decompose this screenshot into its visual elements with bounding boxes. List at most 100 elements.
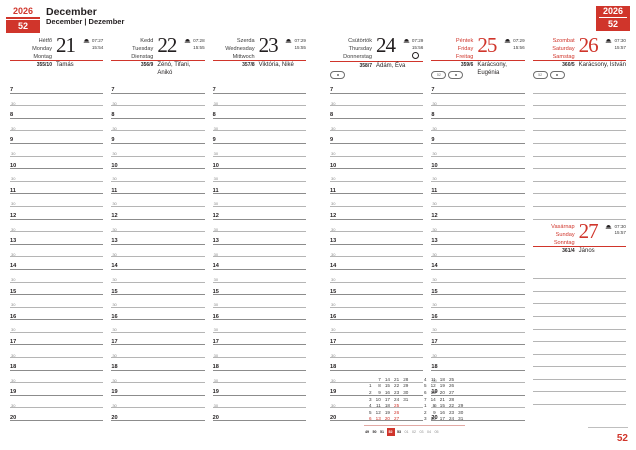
- half-hour-row-8[interactable]: 30: [431, 119, 525, 132]
- hour-row-19[interactable]: 19: [10, 383, 104, 396]
- half-hour-row-15[interactable]: 30: [330, 295, 424, 308]
- mini-calendar-day[interactable]: 3: [423, 416, 427, 422]
- hour-row-12[interactable]: 12: [431, 207, 525, 220]
- half-hour-row-14[interactable]: 30: [212, 270, 306, 283]
- mini-calendar-day[interactable]: 6: [369, 416, 372, 422]
- hour-row-15[interactable]: 15: [10, 283, 104, 296]
- mini-calendar-day[interactable]: 4: [423, 376, 427, 382]
- half-hour-row-11[interactable]: 30: [111, 194, 205, 207]
- mini-calendar-day[interactable]: 17: [384, 396, 390, 402]
- hour-row-14[interactable]: 14: [111, 257, 205, 270]
- mini-calendar-day[interactable]: 1: [369, 383, 372, 389]
- hour-row-13[interactable]: 13: [10, 232, 104, 245]
- mini-calendar-day[interactable]: 28: [448, 396, 455, 402]
- mini-calendar-day[interactable]: 24: [394, 396, 400, 402]
- mini-calendar-day[interactable]: 1: [423, 403, 427, 409]
- hour-row-16[interactable]: 16: [330, 308, 424, 321]
- hour-row-13[interactable]: 13: [111, 232, 205, 245]
- blank-row[interactable]: [532, 292, 626, 305]
- hour-row-11[interactable]: 11: [330, 182, 424, 195]
- hour-row-17[interactable]: 17: [212, 333, 306, 346]
- half-hour-row-10[interactable]: 30: [330, 169, 424, 182]
- hour-row-14[interactable]: 14: [330, 257, 424, 270]
- hour-row-10[interactable]: 10: [10, 157, 104, 170]
- mini-calendar-day[interactable]: 18: [439, 376, 445, 382]
- hour-row-8[interactable]: 8: [212, 106, 306, 119]
- mini-calendar-day[interactable]: 22: [448, 403, 455, 409]
- hour-row-11[interactable]: 11: [431, 182, 525, 195]
- mini-calendar-day[interactable]: 15: [439, 403, 445, 409]
- half-hour-row-16[interactable]: 30: [212, 320, 306, 333]
- mini-calendar-day[interactable]: .: [401, 416, 410, 423]
- blank-row[interactable]: [532, 144, 626, 157]
- mini-calendar-day[interactable]: 21: [394, 376, 400, 382]
- week-number-cell[interactable]: 51: [380, 430, 384, 434]
- hour-row-20[interactable]: 20: [330, 408, 424, 422]
- hour-row-9[interactable]: 9: [212, 131, 306, 144]
- mini-calendar-day[interactable]: 11: [430, 376, 436, 382]
- hour-row-9[interactable]: 9: [111, 131, 205, 144]
- half-hour-row-18[interactable]: 30: [212, 371, 306, 384]
- day-badge-dot[interactable]: [330, 70, 345, 80]
- half-hour-row-15[interactable]: 30: [212, 295, 306, 308]
- mini-calendar-day[interactable]: 12: [430, 383, 436, 389]
- hour-row-19[interactable]: 19: [212, 383, 306, 396]
- half-hour-row-11[interactable]: 30: [10, 194, 104, 207]
- mini-calendar-day[interactable]: 24: [448, 416, 455, 422]
- half-hour-row-11[interactable]: 30: [431, 194, 525, 207]
- hour-row-17[interactable]: 17: [330, 333, 424, 346]
- mini-calendar-day[interactable]: 6: [423, 390, 427, 396]
- blank-row[interactable]: [532, 194, 626, 207]
- day-badge-dot[interactable]: [448, 70, 464, 80]
- blank-row[interactable]: [532, 207, 626, 220]
- hour-row-19[interactable]: 19: [330, 383, 424, 396]
- hour-row-18[interactable]: 18: [10, 358, 104, 371]
- mini-calendar-day[interactable]: 21: [439, 396, 445, 402]
- mini-calendar-day[interactable]: 3: [369, 396, 372, 402]
- half-hour-row-18[interactable]: 30: [10, 371, 104, 384]
- hour-row-7[interactable]: 7: [10, 81, 104, 94]
- half-hour-row-18[interactable]: 30: [431, 371, 525, 384]
- hour-row-8[interactable]: 8: [431, 106, 525, 119]
- hour-row-13[interactable]: 13: [431, 232, 525, 245]
- half-hour-row-16[interactable]: 30: [10, 320, 104, 333]
- hour-row-20[interactable]: 20: [212, 408, 306, 422]
- hour-row-16[interactable]: 16: [10, 308, 104, 321]
- mini-calendar-day[interactable]: 14: [430, 396, 436, 402]
- mini-calendar-day[interactable]: 26: [394, 409, 400, 415]
- hour-row-12[interactable]: 12: [330, 207, 424, 220]
- hour-row-19[interactable]: 19: [431, 383, 525, 396]
- week-number-strip[interactable]: 49 50 51 52 53 01 02 03 04 05: [364, 425, 465, 436]
- mini-calendar-day[interactable]: 13: [430, 390, 436, 396]
- half-hour-row-13[interactable]: 30: [330, 245, 424, 258]
- mini-calendar-day[interactable]: .: [401, 403, 410, 410]
- mini-calendar-day[interactable]: 23: [448, 409, 455, 415]
- hour-row-17[interactable]: 17: [431, 333, 525, 346]
- mini-calendar-day[interactable]: 4: [369, 403, 372, 409]
- blank-row[interactable]: [532, 81, 626, 94]
- hour-row-18[interactable]: 18: [330, 358, 424, 371]
- hour-row-17[interactable]: 17: [111, 333, 205, 346]
- half-hour-row-12[interactable]: 30: [212, 220, 306, 233]
- week-number-cell[interactable]: 02: [412, 430, 416, 434]
- day-badge-dot[interactable]: [549, 70, 565, 80]
- week-number-cell[interactable]: 49: [365, 430, 369, 434]
- mini-calendar-day[interactable]: 18: [384, 403, 390, 409]
- hour-row-7[interactable]: 7: [330, 81, 424, 94]
- half-hour-row-14[interactable]: 30: [10, 270, 104, 283]
- hour-row-16[interactable]: 16: [212, 308, 306, 321]
- half-hour-row-13[interactable]: 30: [111, 245, 205, 258]
- week-number-cell[interactable]: 53: [397, 430, 401, 434]
- hour-row-8[interactable]: 8: [330, 106, 424, 119]
- half-hour-row-17[interactable]: 30: [10, 345, 104, 359]
- half-hour-row-17[interactable]: 30: [330, 345, 424, 359]
- hour-row-10[interactable]: 10: [431, 157, 525, 170]
- half-hour-row-15[interactable]: 30: [431, 295, 525, 308]
- half-hour-row-9[interactable]: 30: [212, 144, 306, 157]
- half-hour-row-8[interactable]: 30: [10, 119, 104, 132]
- day-badge-week[interactable]: 52: [431, 70, 447, 80]
- hour-row-10[interactable]: 10: [330, 157, 424, 170]
- half-hour-row-17[interactable]: 30: [111, 345, 205, 359]
- week-number-cell[interactable]: 52: [386, 428, 395, 436]
- week-number-cell[interactable]: 01: [404, 430, 409, 434]
